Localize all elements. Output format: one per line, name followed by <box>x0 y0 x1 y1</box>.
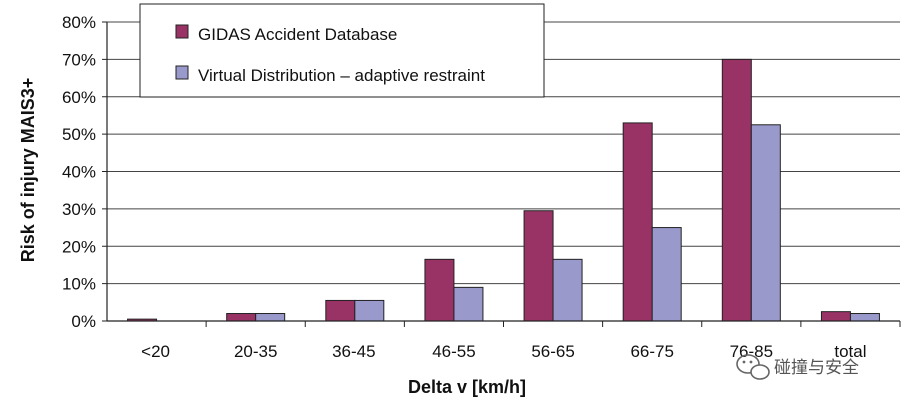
x-tick-labels: <20 20-35 36-45 46-55 56-65 66-75 76-85 total <box>141 321 901 361</box>
x-tick-label: 66-75 <box>630 342 673 361</box>
bar-gidas <box>622 122 653 322</box>
x-tick-label: 76-85 <box>730 342 773 361</box>
x-tick-label: 20-35 <box>234 342 277 361</box>
legend: GIDAS Accident Database Virtual Distribu… <box>139 3 545 98</box>
bars <box>127 58 880 322</box>
legend-swatch-virtual <box>175 65 189 80</box>
x-tick-label: 56-65 <box>531 342 574 361</box>
y-tick-labels: 0% 10% 20% 30% 40% 50% 60% 70% 80% <box>62 13 107 331</box>
x-tick-label: total <box>834 342 866 361</box>
y-tick-label: 40% <box>62 163 96 182</box>
bar-virtual <box>354 299 385 322</box>
bar-virtual <box>750 124 781 322</box>
watermark-text: 碰撞与安全 <box>774 358 859 377</box>
bar-gidas <box>424 258 455 322</box>
x-tick-label: 36-45 <box>332 342 375 361</box>
bar-gidas <box>721 58 752 322</box>
bar-gidas <box>226 313 257 322</box>
x-tick-label: 46-55 <box>432 342 475 361</box>
y-axis-title: Risk of injury MAIS3+ <box>18 78 38 263</box>
bar-virtual <box>651 227 682 322</box>
y-tick-label: 10% <box>62 275 96 294</box>
bar-virtual <box>453 286 484 322</box>
y-tick-label: 30% <box>62 200 96 219</box>
legend-box <box>139 3 545 98</box>
wechat-icon <box>736 354 770 380</box>
y-tick-label: 50% <box>62 125 96 144</box>
legend-swatch-gidas <box>175 24 189 39</box>
y-tick-label: 70% <box>62 50 96 69</box>
bar-gidas <box>325 299 356 322</box>
bar-virtual <box>255 313 286 322</box>
y-tick-label: 60% <box>62 88 96 107</box>
legend-label-virtual: Virtual Distribution – adaptive restrain… <box>198 66 485 85</box>
x-axis-title: Delta v [km/h] <box>408 377 526 397</box>
bar-gidas <box>820 311 851 322</box>
y-tick-label: 20% <box>62 237 96 256</box>
x-tick-label: <20 <box>141 342 170 361</box>
y-tick-label: 80% <box>62 13 96 32</box>
y-tick-label: 0% <box>71 312 96 331</box>
watermark: 碰撞与安全 <box>736 354 859 380</box>
bar-virtual <box>849 313 880 322</box>
legend-label-gidas: GIDAS Accident Database <box>198 25 397 44</box>
bar-gidas <box>523 210 554 322</box>
bar-virtual <box>552 258 583 322</box>
